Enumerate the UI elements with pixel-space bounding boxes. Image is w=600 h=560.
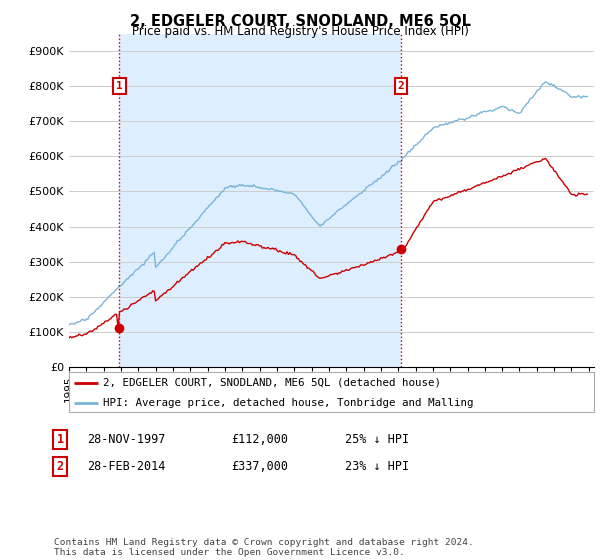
Text: Contains HM Land Registry data © Crown copyright and database right 2024.
This d: Contains HM Land Registry data © Crown c… bbox=[54, 538, 474, 557]
Text: 1: 1 bbox=[116, 81, 123, 91]
Text: 2: 2 bbox=[56, 460, 64, 473]
Text: £337,000: £337,000 bbox=[231, 460, 288, 473]
Text: 28-FEB-2014: 28-FEB-2014 bbox=[87, 460, 166, 473]
Text: 2: 2 bbox=[398, 81, 404, 91]
Text: 2, EDGELER COURT, SNODLAND, ME6 5QL: 2, EDGELER COURT, SNODLAND, ME6 5QL bbox=[130, 14, 470, 29]
Text: 23% ↓ HPI: 23% ↓ HPI bbox=[345, 460, 409, 473]
Text: £112,000: £112,000 bbox=[231, 433, 288, 446]
Bar bbox=[119, 34, 401, 367]
Text: 2, EDGELER COURT, SNODLAND, ME6 5QL (detached house): 2, EDGELER COURT, SNODLAND, ME6 5QL (det… bbox=[103, 377, 441, 388]
Text: 1: 1 bbox=[56, 433, 64, 446]
Text: 25% ↓ HPI: 25% ↓ HPI bbox=[345, 433, 409, 446]
Text: Price paid vs. HM Land Registry's House Price Index (HPI): Price paid vs. HM Land Registry's House … bbox=[131, 25, 469, 38]
Text: HPI: Average price, detached house, Tonbridge and Malling: HPI: Average price, detached house, Tonb… bbox=[103, 398, 473, 408]
Text: 28-NOV-1997: 28-NOV-1997 bbox=[87, 433, 166, 446]
